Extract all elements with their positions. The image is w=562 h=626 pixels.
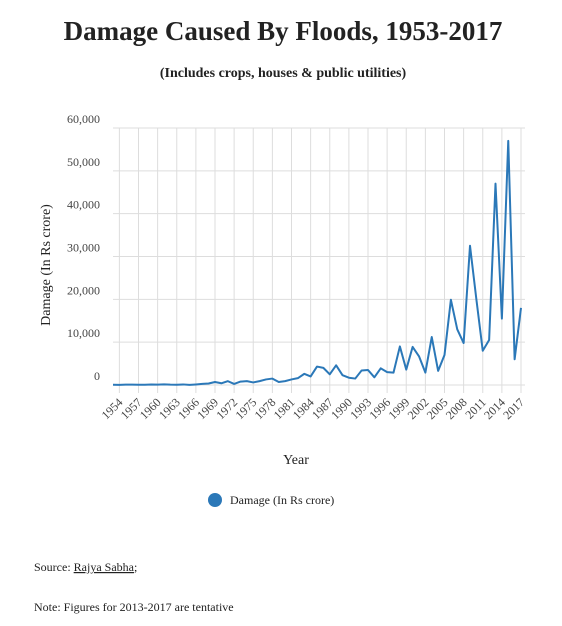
source-label: Source: Rajya Sabha; — [34, 560, 137, 574]
data-line — [112, 139, 522, 386]
chart-title: Damage Caused By Floods, 1953-2017 — [64, 16, 503, 46]
y-tick-label: 50,000 — [67, 155, 100, 169]
y-tick-label: 20,000 — [67, 283, 100, 297]
legend-label: Damage (In Rs crore) — [230, 493, 334, 507]
chart-subtitle: (Includes crops, houses & public utiliti… — [160, 66, 407, 81]
y-tick-label: 40,000 — [67, 198, 100, 212]
x-axis-label: Year — [283, 453, 309, 468]
y-tick-label: 0 — [94, 369, 100, 383]
source-end: ; — [134, 560, 137, 574]
note: Note: Figures for 2013-2017 are tentativ… — [34, 600, 234, 614]
legend-marker — [208, 493, 222, 507]
y-tick-label: 60,000 — [67, 112, 100, 126]
x-tick-label: 2017 — [500, 395, 527, 422]
source-link[interactable]: Rajya Sabha — [74, 560, 135, 574]
source-prefix: Source: — [34, 560, 71, 574]
y-axis-label: Damage (In Rs crore) — [39, 204, 54, 326]
y-tick-label: 30,000 — [67, 241, 100, 255]
y-tick-label: 10,000 — [67, 326, 100, 340]
